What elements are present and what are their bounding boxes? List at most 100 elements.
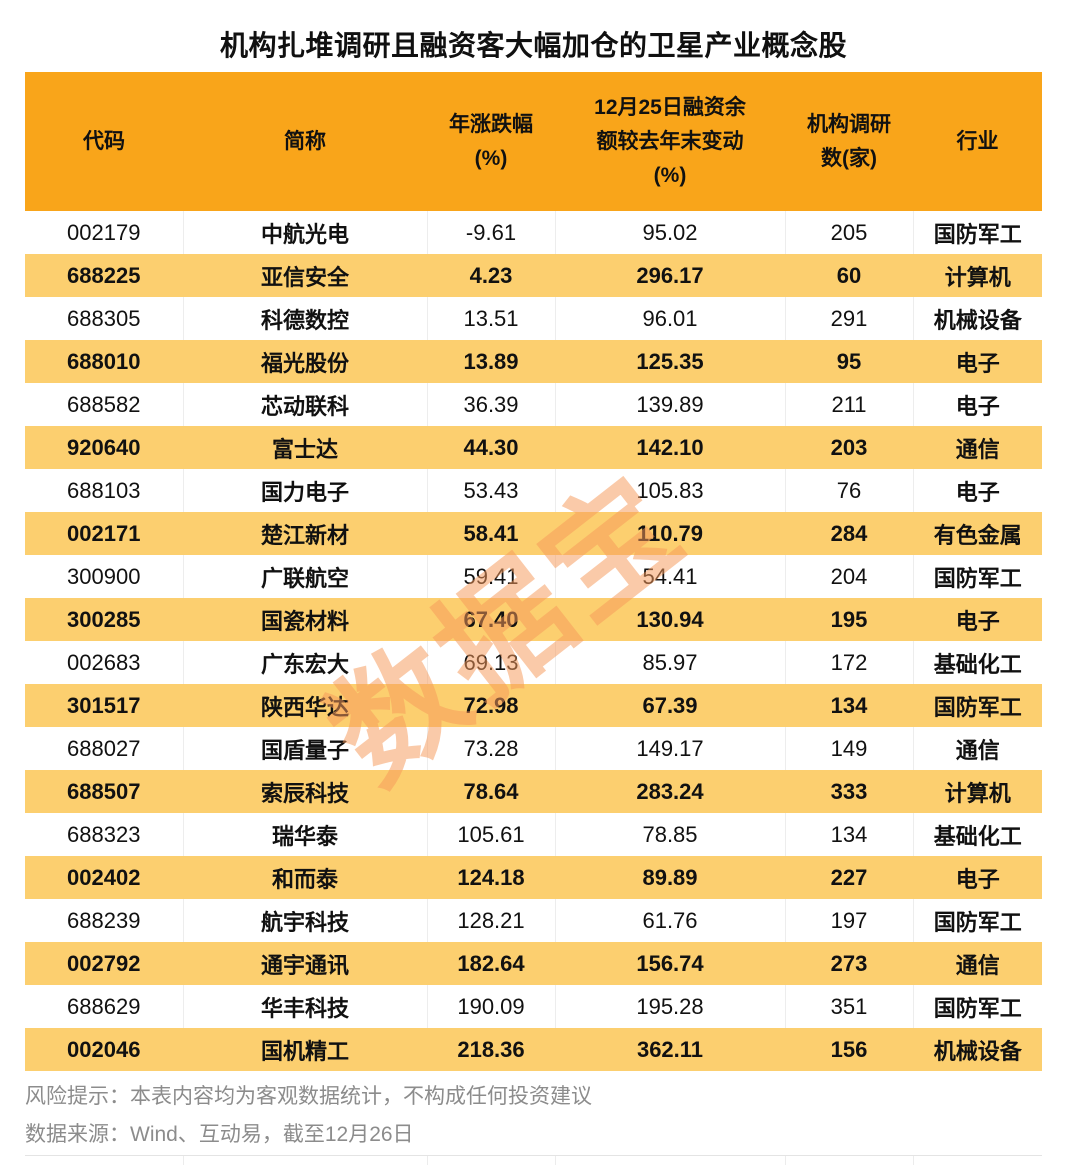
cell-finance: 85.97 bbox=[555, 641, 786, 684]
cell-change: 13.89 bbox=[427, 340, 556, 383]
cell-code: 688305 bbox=[25, 297, 184, 340]
cell-industry: 计算机 bbox=[913, 770, 1042, 813]
column-header-industry-line-0: 行业 bbox=[956, 129, 999, 153]
cell-industry: 通信 bbox=[913, 942, 1042, 985]
table-row: 688629 华丰科技 190.09 195.28 351 国防军工 bbox=[25, 985, 1042, 1028]
cell-industry: 有色金属 bbox=[913, 512, 1042, 555]
table-row: 002402 和而泰 124.18 89.89 227 电子 bbox=[25, 856, 1042, 899]
column-header-visits: 机构调研 数(家) bbox=[785, 72, 913, 211]
cell-change: 69.13 bbox=[427, 641, 556, 684]
bottom-rule-tick bbox=[913, 1156, 914, 1165]
cell-industry: 国防军工 bbox=[913, 985, 1042, 1028]
cell-code: 300285 bbox=[25, 598, 184, 641]
table-row: 002046 国机精工 218.36 362.11 156 机械设备 bbox=[25, 1028, 1042, 1071]
cell-change: 67.40 bbox=[427, 598, 556, 641]
cell-finance: 67.39 bbox=[555, 684, 786, 727]
table-row: 688323 瑞华泰 105.61 78.85 134 基础化工 bbox=[25, 813, 1042, 856]
cell-visits: 351 bbox=[785, 985, 914, 1028]
cell-visits: 156 bbox=[785, 1028, 914, 1071]
bottom-rule-tick bbox=[427, 1156, 428, 1165]
cell-visits: 333 bbox=[785, 770, 914, 813]
column-header-finance-line-2: (%) bbox=[653, 163, 687, 187]
cell-finance: 105.83 bbox=[555, 469, 786, 512]
data-table-container: 代码 简称 年涨跌幅 (%) 12月25日融资余 额较去年末变动 (%) 机构调研 数(家) 行业… bbox=[25, 72, 1042, 1071]
cell-finance: 54.41 bbox=[555, 555, 786, 598]
cell-change: 13.51 bbox=[427, 297, 556, 340]
footer-notes: 风险提示：本表内容均为客观数据统计，不构成任何投资建议 数据来源：Wind、互动… bbox=[25, 1078, 1042, 1154]
cell-industry: 电子 bbox=[913, 598, 1042, 641]
table-row: 688239 航宇科技 128.21 61.76 197 国防军工 bbox=[25, 899, 1042, 942]
table-row: 688582 芯动联科 36.39 139.89 211 电子 bbox=[25, 383, 1042, 426]
cell-code: 002792 bbox=[25, 942, 184, 985]
cell-visits: 60 bbox=[785, 254, 914, 297]
cell-visits: 227 bbox=[785, 856, 914, 899]
table-row: 301517 陕西华达 72.98 67.39 134 国防军工 bbox=[25, 684, 1042, 727]
cell-visits: 273 bbox=[785, 942, 914, 985]
cell-finance: 156.74 bbox=[555, 942, 786, 985]
cell-change: -9.61 bbox=[427, 211, 556, 254]
bottom-rule-tick bbox=[183, 1156, 184, 1165]
cell-industry: 国防军工 bbox=[913, 684, 1042, 727]
cell-name: 广联航空 bbox=[183, 555, 428, 598]
cell-finance: 89.89 bbox=[555, 856, 786, 899]
cell-change: 44.30 bbox=[427, 426, 556, 469]
cell-visits: 195 bbox=[785, 598, 914, 641]
page-title: 机构扎堆调研且融资客大幅加仓的卫星产业概念股 bbox=[219, 30, 847, 61]
cell-name: 陕西华达 bbox=[183, 684, 428, 727]
cell-change: 58.41 bbox=[427, 512, 556, 555]
cell-name: 航宇科技 bbox=[183, 899, 428, 942]
cell-code: 688010 bbox=[25, 340, 184, 383]
table-row: 688010 福光股份 13.89 125.35 95 电子 bbox=[25, 340, 1042, 383]
cell-visits: 149 bbox=[785, 727, 914, 770]
column-header-change-line-1: (%) bbox=[474, 146, 508, 170]
cell-name: 瑞华泰 bbox=[183, 813, 428, 856]
cell-industry: 国防军工 bbox=[913, 555, 1042, 598]
cell-finance: 130.94 bbox=[555, 598, 786, 641]
cell-name: 华丰科技 bbox=[183, 985, 428, 1028]
cell-name: 国力电子 bbox=[183, 469, 428, 512]
table-row: 688507 索辰科技 78.64 283.24 333 计算机 bbox=[25, 770, 1042, 813]
cell-change: 53.43 bbox=[427, 469, 556, 512]
cell-code: 688103 bbox=[25, 469, 184, 512]
cell-visits: 204 bbox=[785, 555, 914, 598]
cell-code: 688323 bbox=[25, 813, 184, 856]
cell-name: 索辰科技 bbox=[183, 770, 428, 813]
risk-disclaimer-note: 风险提示：本表内容均为客观数据统计，不构成任何投资建议 bbox=[25, 1085, 592, 1108]
cell-finance: 95.02 bbox=[555, 211, 786, 254]
column-header-code: 代码 bbox=[25, 72, 183, 211]
table-row: 688027 国盾量子 73.28 149.17 149 通信 bbox=[25, 727, 1042, 770]
cell-industry: 电子 bbox=[913, 383, 1042, 426]
table-row: 688225 亚信安全 4.23 296.17 60 计算机 bbox=[25, 254, 1042, 297]
cell-visits: 205 bbox=[785, 211, 914, 254]
cell-finance: 139.89 bbox=[555, 383, 786, 426]
table-row: 300900 广联航空 59.41 54.41 204 国防军工 bbox=[25, 555, 1042, 598]
cell-name: 富士达 bbox=[183, 426, 428, 469]
cell-visits: 284 bbox=[785, 512, 914, 555]
cell-finance: 125.35 bbox=[555, 340, 786, 383]
cell-name: 广东宏大 bbox=[183, 641, 428, 684]
column-header-change: 年涨跌幅 (%) bbox=[427, 72, 555, 211]
column-header-name: 简称 bbox=[183, 72, 427, 211]
cell-finance: 96.01 bbox=[555, 297, 786, 340]
cell-visits: 172 bbox=[785, 641, 914, 684]
cell-industry: 基础化工 bbox=[913, 641, 1042, 684]
cell-finance: 110.79 bbox=[555, 512, 786, 555]
cell-industry: 机械设备 bbox=[913, 1028, 1042, 1071]
cell-change: 182.64 bbox=[427, 942, 556, 985]
cell-change: 124.18 bbox=[427, 856, 556, 899]
table-row: 002179 中航光电 -9.61 95.02 205 国防军工 bbox=[25, 211, 1042, 254]
cell-name: 通宇通讯 bbox=[183, 942, 428, 985]
cell-industry: 电子 bbox=[913, 856, 1042, 899]
cell-name: 科德数控 bbox=[183, 297, 428, 340]
table-body: 002179 中航光电 -9.61 95.02 205 国防军工 688225 亚信安全 4.2… bbox=[25, 211, 1042, 1071]
bottom-rule-tick bbox=[555, 1156, 556, 1165]
column-header-finance-line-1: 额较去年末变动 bbox=[596, 129, 744, 153]
cell-finance: 296.17 bbox=[555, 254, 786, 297]
cell-code: 688239 bbox=[25, 899, 184, 942]
cell-code: 002171 bbox=[25, 512, 184, 555]
cell-name: 楚江新材 bbox=[183, 512, 428, 555]
cell-change: 78.64 bbox=[427, 770, 556, 813]
cell-change: 218.36 bbox=[427, 1028, 556, 1071]
table-row: 300285 国瓷材料 67.40 130.94 195 电子 bbox=[25, 598, 1042, 641]
